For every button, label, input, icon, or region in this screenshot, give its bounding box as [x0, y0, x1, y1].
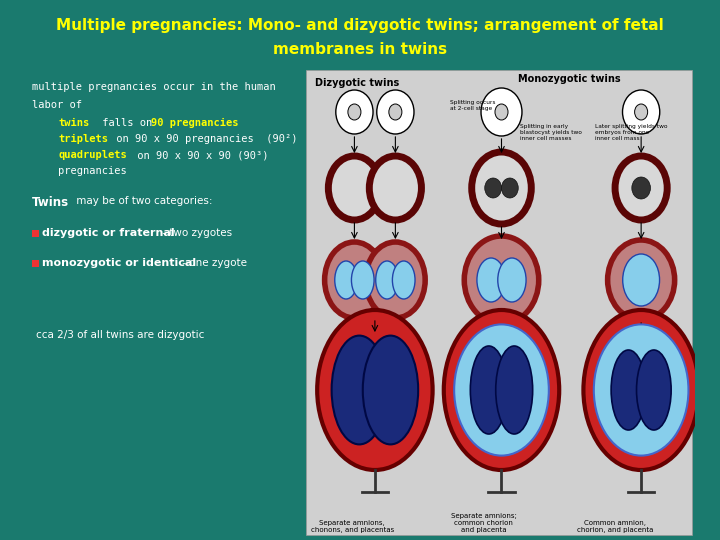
Bar [32, 260, 39, 267]
Ellipse shape [583, 310, 699, 470]
Ellipse shape [318, 310, 433, 470]
Ellipse shape [392, 261, 415, 299]
Ellipse shape [336, 90, 373, 134]
Text: on 90 x 90 pregnancies  (90²): on 90 x 90 pregnancies (90²) [109, 134, 297, 144]
Text: Splitting occurs
at 2-cell stage: Splitting occurs at 2-cell stage [450, 100, 496, 111]
Ellipse shape [444, 310, 559, 470]
Ellipse shape [634, 104, 648, 120]
Text: Multiple pregnancies: Mono- and dizygotic twins; arrangement of fetal: Multiple pregnancies: Mono- and dizygoti… [56, 18, 664, 33]
Ellipse shape [485, 178, 502, 198]
Ellipse shape [332, 335, 387, 444]
Text: dizygotic or fraternal: dizygotic or fraternal [42, 228, 174, 238]
Ellipse shape [502, 178, 518, 198]
Ellipse shape [366, 242, 426, 318]
Ellipse shape [611, 350, 646, 430]
Ellipse shape [389, 104, 402, 120]
Text: - two zygotes: - two zygotes [159, 228, 232, 238]
Text: Later splitting yields two
embryos from one
inner cell mass: Later splitting yields two embryos from … [595, 124, 667, 140]
Ellipse shape [363, 335, 418, 444]
Text: labor of: labor of [32, 100, 82, 110]
Ellipse shape [636, 350, 671, 430]
Ellipse shape [377, 90, 414, 134]
Text: Splitting in early
blastocyst yields two
inner cell masses: Splitting in early blastocyst yields two… [520, 124, 582, 140]
Bar [306, 70, 693, 535]
Text: membranes in twins: membranes in twins [273, 42, 447, 57]
Text: quadruplets: quadruplets [58, 150, 127, 160]
Ellipse shape [481, 88, 522, 136]
Ellipse shape [477, 258, 505, 302]
Text: Dizygotic twins: Dizygotic twins [315, 78, 400, 88]
Ellipse shape [369, 156, 421, 220]
Text: may be of two categories:: may be of two categories: [73, 196, 213, 206]
Ellipse shape [472, 152, 531, 224]
Text: twins: twins [58, 118, 89, 128]
Ellipse shape [464, 236, 539, 324]
Ellipse shape [351, 261, 374, 299]
Ellipse shape [454, 325, 549, 456]
Text: Separate amnions;
common chorion
and placenta: Separate amnions; common chorion and pla… [451, 513, 517, 533]
Ellipse shape [496, 346, 533, 434]
Ellipse shape [470, 346, 508, 434]
Text: 90 pregnancies: 90 pregnancies [151, 118, 239, 128]
Ellipse shape [632, 177, 650, 199]
Text: Separate amnions,
chonons, and placentas: Separate amnions, chonons, and placentas [311, 520, 394, 533]
Ellipse shape [348, 104, 361, 120]
Text: falls on: falls on [96, 118, 158, 128]
Ellipse shape [623, 90, 660, 134]
Text: - one zygote: - one zygote [179, 258, 248, 268]
Ellipse shape [325, 242, 384, 318]
Ellipse shape [608, 240, 675, 320]
Ellipse shape [335, 261, 357, 299]
Text: pregnancies: pregnancies [58, 166, 127, 176]
Text: triplets: triplets [58, 134, 109, 144]
Bar [32, 230, 39, 237]
Text: Twins: Twins [32, 196, 69, 209]
Text: cca 2/3 of all twins are dizygotic: cca 2/3 of all twins are dizygotic [36, 330, 204, 340]
Ellipse shape [623, 254, 660, 306]
Ellipse shape [495, 104, 508, 120]
Text: monozygotic or identical: monozygotic or identical [42, 258, 196, 268]
Text: Common amnion,
chorion, and placenta: Common amnion, chorion, and placenta [577, 520, 653, 533]
Ellipse shape [498, 258, 526, 302]
Text: on 90 x 90 x 90 (90³): on 90 x 90 x 90 (90³) [131, 150, 269, 160]
Ellipse shape [376, 261, 398, 299]
Bar [25, 0, 695, 68]
Ellipse shape [594, 325, 688, 456]
Ellipse shape [615, 156, 667, 220]
Text: Monozygotic twins: Monozygotic twins [518, 74, 621, 84]
Ellipse shape [328, 156, 380, 220]
Text: multiple pregnancies occur in the human: multiple pregnancies occur in the human [32, 82, 276, 92]
